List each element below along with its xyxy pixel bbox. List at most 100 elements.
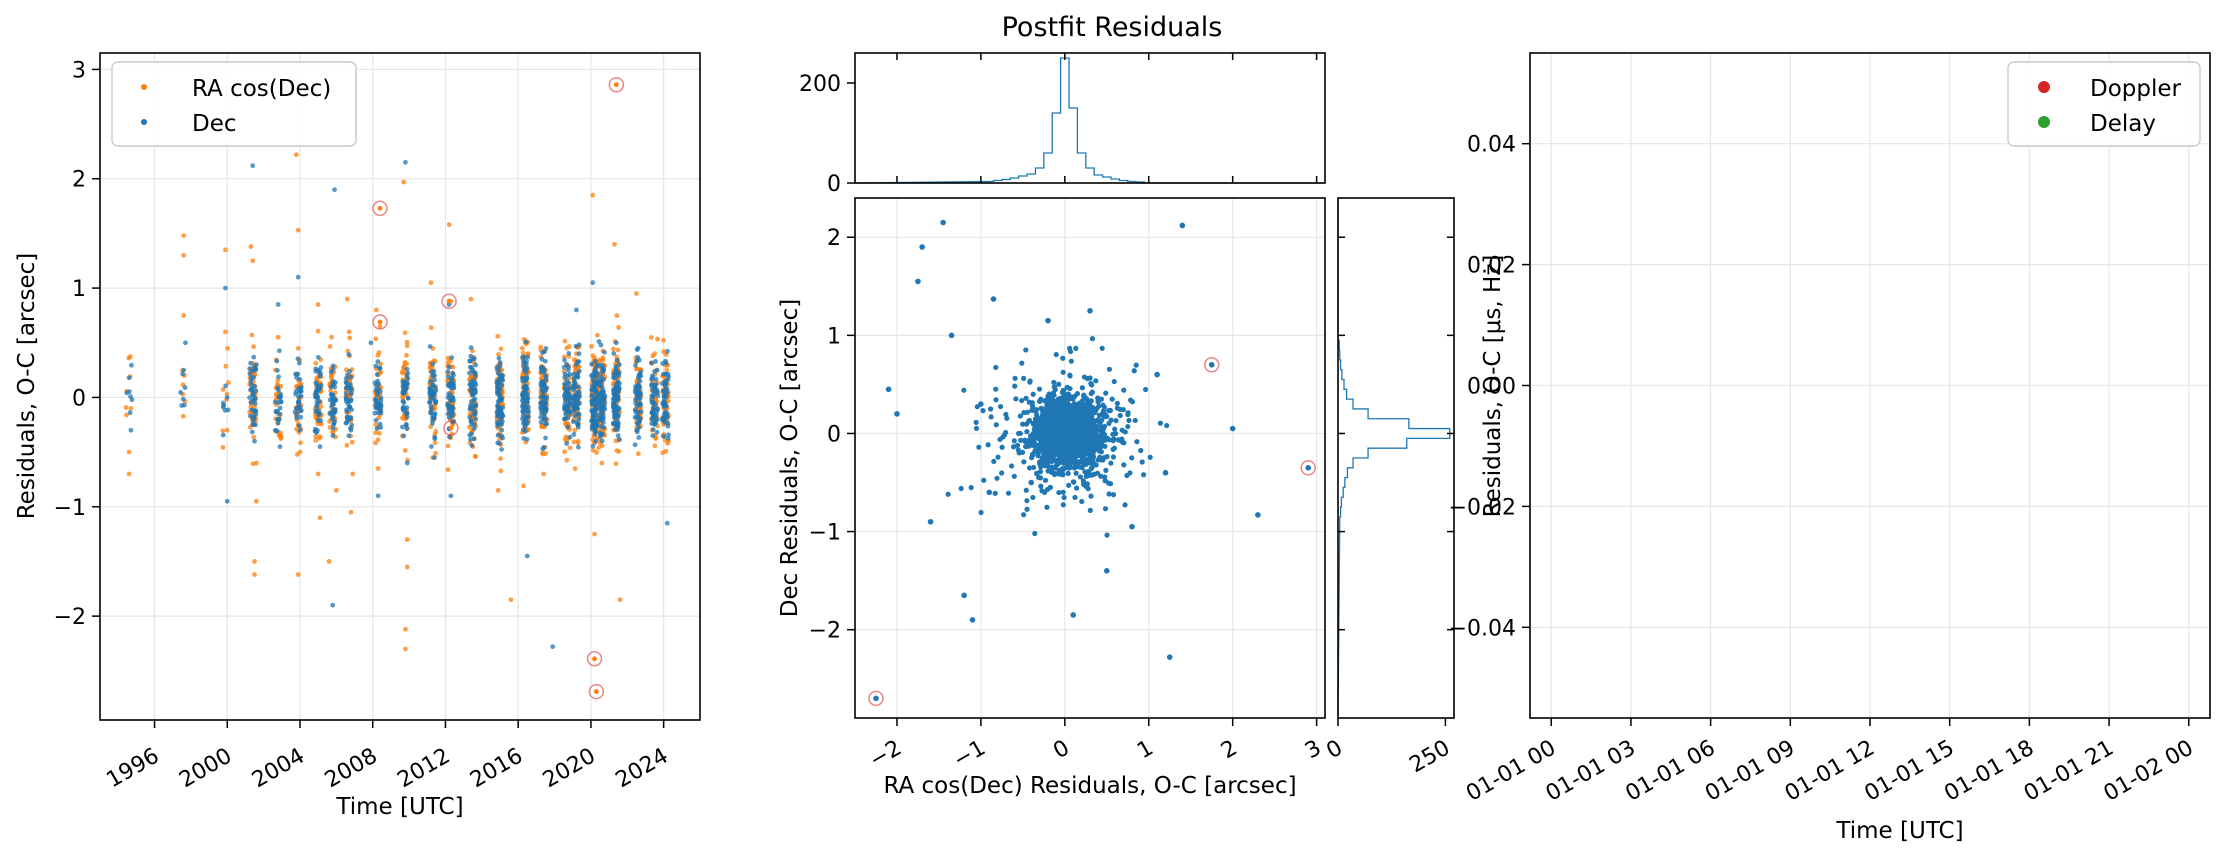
dec-residual-point	[598, 424, 604, 429]
dec-residual-point	[252, 438, 257, 444]
dec-residual-point	[649, 360, 654, 366]
dec-residual-point	[403, 422, 409, 427]
dec-residual-point	[649, 410, 655, 416]
ra-dec-point	[1131, 368, 1137, 374]
ra-dec-point	[1129, 455, 1135, 461]
ra-residual-point	[433, 450, 439, 456]
dec-residual-point	[561, 364, 567, 370]
dec-residual-point	[523, 384, 528, 389]
ra-dec-point	[1081, 374, 1088, 380]
ra-dec-point	[1090, 454, 1097, 460]
ra-residual-point	[375, 466, 381, 471]
dec-residual-point	[592, 426, 598, 432]
ra-residual-point	[347, 335, 353, 341]
ra-dec-point	[1113, 418, 1119, 424]
dec-residual-point	[469, 443, 475, 448]
ra-dec-point	[873, 695, 879, 702]
ra-dec-point	[1106, 491, 1112, 497]
time-residuals-xtick-label: 1996	[103, 744, 164, 794]
ra-dec-point	[1090, 448, 1097, 455]
dec-residual-point	[610, 404, 616, 410]
ra-dec-point	[969, 617, 976, 623]
ra-residual-point	[249, 332, 255, 338]
dec-residual-point	[401, 433, 407, 439]
dec-residual-point	[294, 411, 300, 417]
ra-residual-point	[614, 448, 620, 454]
ra-residual-point	[315, 328, 321, 334]
dec-residual-point	[404, 426, 410, 432]
dec-residual-point	[313, 394, 318, 400]
dec-histogram-frame	[1337, 197, 1455, 719]
dec-residual-point	[634, 427, 639, 433]
ra-dec-point	[1054, 451, 1060, 458]
dec-residual-point	[330, 433, 336, 439]
ra-dec-point	[1047, 446, 1053, 452]
ra-dec-point	[1090, 435, 1096, 441]
ra-dec-point	[1023, 347, 1029, 353]
ra-residual-point	[315, 471, 321, 477]
ra-dec-point	[1104, 532, 1110, 538]
ra-dec-point	[1032, 530, 1038, 537]
dec-residual-point	[468, 345, 474, 351]
dec-residual-point	[655, 393, 661, 399]
ra-dec-point	[1111, 445, 1118, 451]
dec-residual-point	[331, 410, 337, 416]
ra-dec-point	[1117, 406, 1123, 413]
dec-residual-point	[633, 385, 639, 391]
ra-dec-point	[1125, 423, 1131, 430]
legend-delay-label: Delay	[2090, 111, 2156, 137]
ra-residual-point	[402, 448, 408, 453]
dec-residual-point	[539, 356, 545, 362]
ra-residual-point	[295, 227, 301, 233]
ra-residual-point	[377, 323, 383, 329]
ra-dec-point	[1034, 470, 1040, 476]
ra-dec-point	[973, 425, 980, 431]
ra-dec-ticks: −2 −1 0 1 2 3 −2 −1 0 1 2	[809, 226, 1326, 773]
ra-residual-point	[596, 445, 602, 451]
dec-residual-point	[183, 340, 188, 346]
dec-residual-point	[616, 362, 622, 367]
ra-dec-point	[1073, 485, 1080, 491]
ra-histogram-panel: 0 200	[799, 52, 1326, 197]
ra-residual-point	[349, 439, 355, 445]
dec-residual-point	[598, 384, 604, 389]
time-residuals-ytick-label: −1	[54, 496, 86, 521]
dec-residual-point	[564, 378, 570, 384]
ra-dec-point	[1100, 408, 1107, 414]
ra-residual-point	[496, 352, 502, 357]
ra-dec-point	[976, 444, 982, 450]
dec-residual-point	[495, 405, 501, 411]
ra-dec-point	[1255, 512, 1261, 518]
dec-residual-point	[635, 345, 641, 351]
ra-dec-point	[1030, 494, 1036, 501]
dec-residual-point	[576, 368, 582, 374]
dec-residual-point	[540, 350, 545, 355]
dec-residual-point	[348, 427, 354, 433]
dec-residual-point	[272, 399, 278, 405]
outlier-point	[377, 205, 383, 211]
ra-residual-point	[599, 460, 605, 466]
dec-residual-point	[575, 389, 581, 395]
radar-residuals-xtick-label: 01-01 03	[1542, 736, 1640, 807]
dec-residual-point	[127, 410, 133, 416]
dec-residual-point	[128, 394, 133, 399]
dec-residual-point	[400, 424, 405, 430]
dec-residual-point	[649, 397, 654, 403]
dec-residual-point	[298, 414, 304, 420]
ra-dec-point	[1110, 438, 1116, 444]
dec-residual-point	[347, 405, 353, 410]
ra-dec-point	[1071, 401, 1077, 407]
ra-residual-point	[297, 449, 303, 455]
ra-dec-point	[915, 278, 921, 285]
ra-dec-point	[968, 485, 974, 491]
dec-residual-point	[543, 408, 549, 414]
dec-residual-point	[249, 429, 255, 435]
radar-residuals-ylabel: Residuals, O-C [μs, Hz]	[1480, 255, 1506, 518]
dec-residual-point	[472, 380, 478, 385]
ra-dec-point	[1019, 397, 1025, 404]
dec-residual-point	[373, 363, 379, 369]
radar-residuals-xtick-label: 01-01 09	[1701, 736, 1799, 807]
ra-dec-point	[1003, 429, 1009, 436]
dec-histogram-ticks: 0 250	[1322, 236, 1454, 778]
